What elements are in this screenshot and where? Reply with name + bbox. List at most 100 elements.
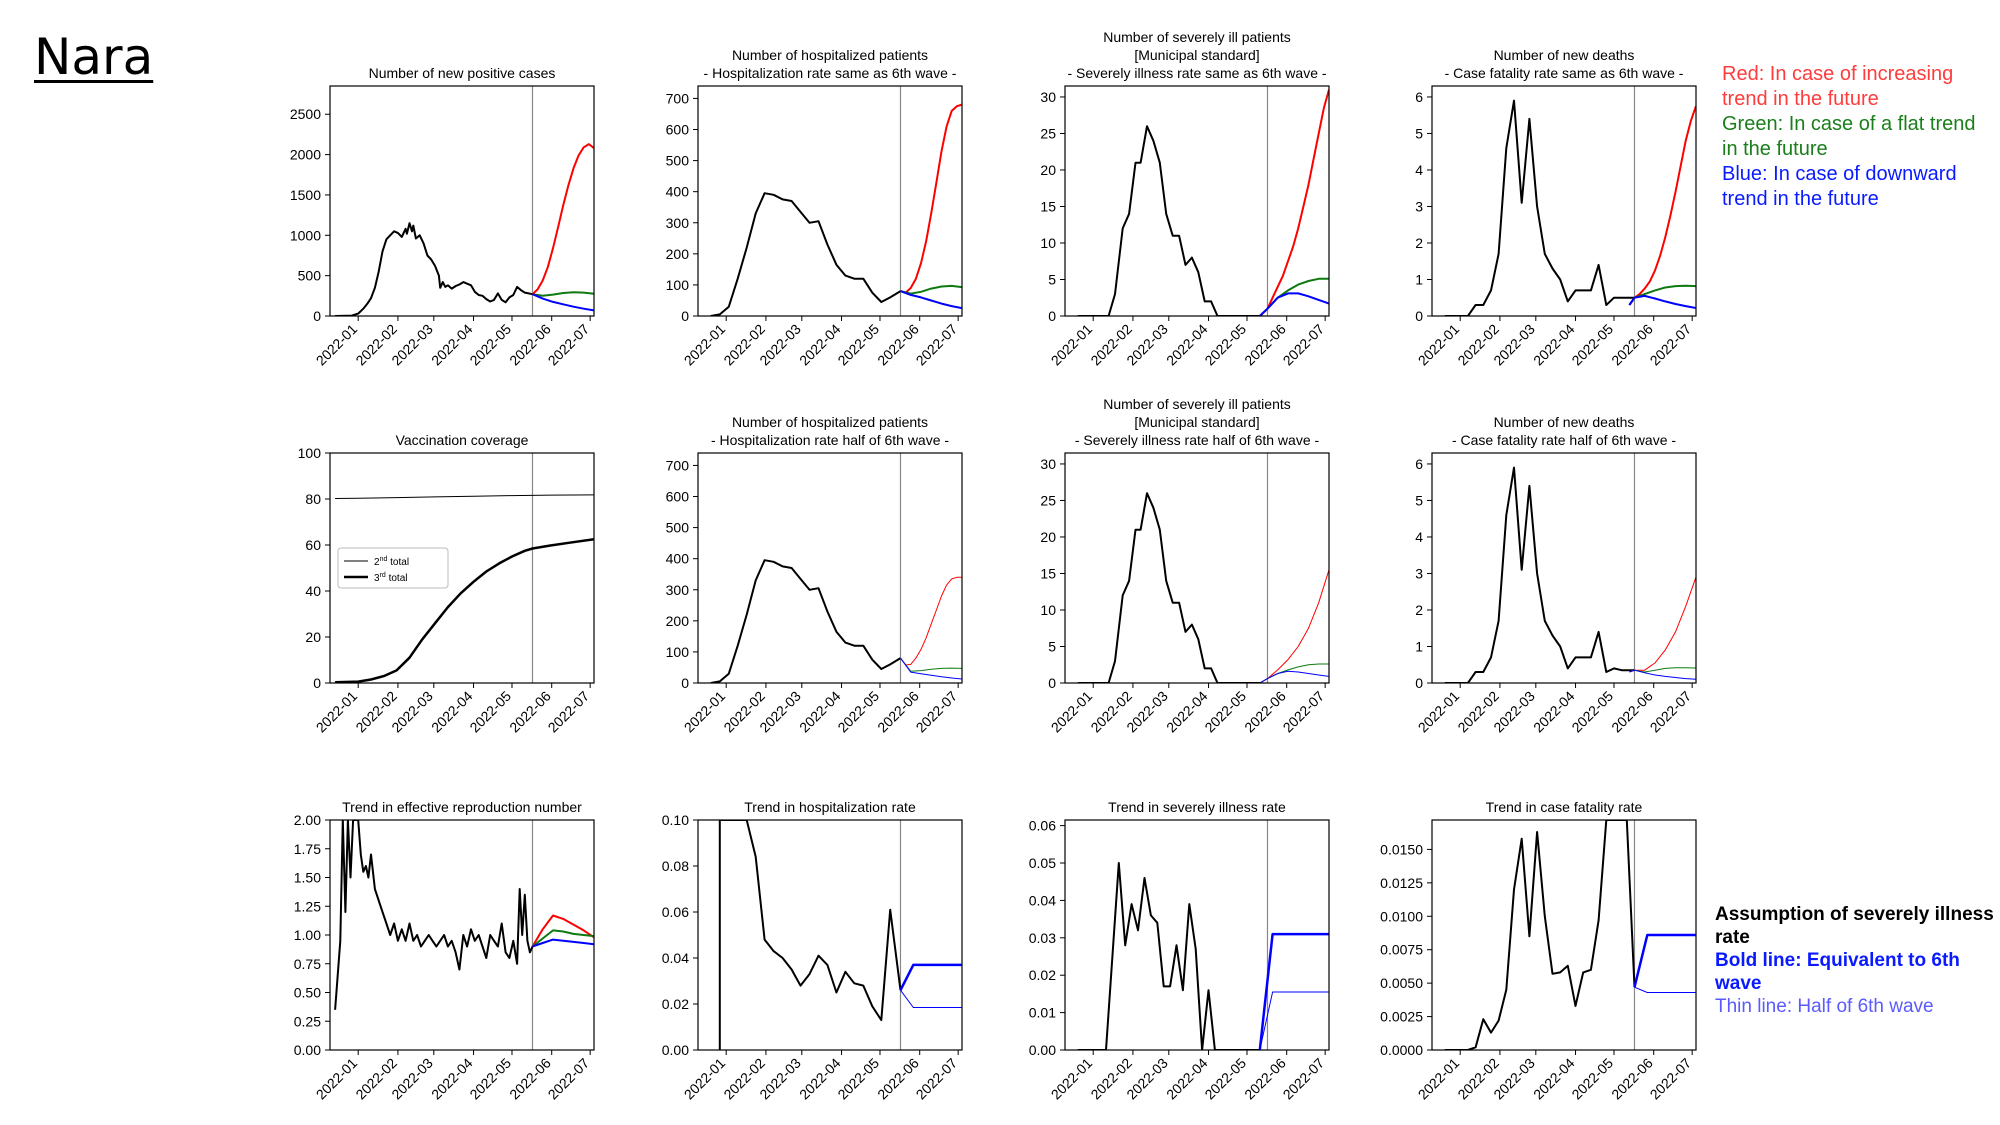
y-tick-label: 0: [1415, 675, 1423, 691]
x-tick-label: 2022-04: [1163, 1055, 1211, 1103]
y-tick-label: 1500: [290, 187, 321, 203]
y-tick-label: 700: [666, 90, 690, 106]
y-tick-label: 0.04: [1029, 892, 1056, 908]
y-tick-label: 0.25: [294, 1013, 321, 1029]
series-line-black-0: [710, 192, 902, 316]
x-tick-label: 2022-05: [834, 688, 882, 736]
assumption-legend: Assumption of severely illness rate Bold…: [1715, 903, 1995, 1018]
x-tick-label: 2022-06: [874, 321, 922, 369]
x-tick-label: 2022-04: [1530, 321, 1578, 369]
x-tick-label: 2022-07: [913, 321, 961, 369]
y-tick-label: 1: [1415, 638, 1423, 654]
chart-deaths-same: Number of new deaths - Case fatality rate…: [1415, 47, 1697, 369]
y-tick-label: 300: [666, 215, 690, 231]
series-line-red-1: [1629, 576, 1696, 673]
y-tick-label: 400: [666, 551, 690, 567]
y-tick-label: 3: [1415, 198, 1423, 214]
x-tick-label: 2022-06: [874, 688, 922, 736]
series-line-red-1: [1259, 569, 1329, 683]
chart-title: - Severely illness rate half of 6th wave…: [1075, 432, 1320, 448]
series-line-green-2: [532, 291, 594, 297]
x-tick-label: 2022-01: [1415, 321, 1463, 369]
series-line-blue-3: [900, 290, 962, 310]
legend-label: 2nd total: [374, 556, 409, 568]
x-tick-label: 2022-04: [796, 688, 844, 736]
y-tick-label: 1: [1415, 271, 1423, 287]
series-line-blue-2: [900, 989, 962, 1008]
y-tick-label: 2: [1415, 602, 1423, 618]
x-tick-label: 2022-06: [1241, 321, 1289, 369]
x-tick-label: 2022-05: [834, 321, 882, 369]
x-tick-label: 2022-01: [681, 321, 729, 369]
y-tick-label: 0.04: [662, 950, 689, 966]
chart-title: Trend in hospitalization rate: [744, 799, 916, 815]
series-line-blue-3: [900, 657, 962, 680]
y-tick-label: 0.06: [1029, 818, 1056, 834]
series-line-blue-3: [532, 293, 594, 312]
y-tick-label: 0.0000: [1380, 1042, 1423, 1058]
y-tick-label: 0.00: [1029, 1042, 1056, 1058]
plot-frame: [1431, 819, 1697, 1051]
legend-label: 3rd total: [374, 572, 407, 584]
chart-title: Number of new deaths: [1494, 47, 1635, 63]
series-line-green-2: [900, 657, 962, 672]
chart-severe-rate: Trend in severely illness rate 0.00 0.01 0.…: [1029, 799, 1330, 1103]
chart-title: Number of hospitalized patients: [732, 414, 928, 430]
series-line-2nd-total: [335, 494, 594, 499]
chart-title: [Municipal standard]: [1134, 414, 1259, 430]
series-line-blue-1: [899, 963, 962, 991]
series-line-blue-1: [1258, 932, 1329, 1050]
y-tick-label: 2: [1415, 235, 1423, 251]
y-tick-label: 4: [1415, 529, 1423, 545]
series-line-green-2: [531, 929, 594, 948]
chart-title: Number of new deaths: [1494, 414, 1635, 430]
x-tick-label: 2022-01: [313, 1055, 361, 1103]
y-tick-label: 0.0075: [1380, 942, 1423, 958]
series-line-black-0: [335, 222, 533, 316]
chart-hosp-rate: Trend in hospitalization rate 0.00 0.02 0.0…: [662, 799, 963, 1103]
x-tick-label: 2022-06: [506, 321, 554, 369]
chart-title: [Municipal standard]: [1134, 47, 1259, 63]
x-tick-label: 2022-07: [913, 688, 961, 736]
y-tick-label: 0.06: [662, 904, 689, 920]
chart-severe-same: Number of severely ill patients [Municipa…: [1040, 29, 1330, 369]
series-line-red-1: [531, 914, 594, 948]
x-tick-label: 2022-04: [796, 1055, 844, 1103]
y-tick-label: 600: [666, 489, 690, 505]
y-tick-label: 100: [666, 644, 690, 660]
x-tick-label: 2022-07: [1647, 1055, 1695, 1103]
y-tick-label: 10: [1040, 235, 1056, 251]
plot-frame: [697, 819, 963, 1051]
series-line-red-1: [531, 143, 594, 295]
x-tick-label: 2022-05: [1568, 1055, 1616, 1103]
y-tick-label: 20: [1040, 162, 1056, 178]
series-line-black-0: [1077, 862, 1260, 1050]
x-tick-label: 2022-07: [913, 1055, 961, 1103]
y-tick-label: 0.08: [662, 858, 689, 874]
plot-frame: [1064, 85, 1330, 317]
x-tick-label: 2022-01: [681, 1055, 729, 1103]
x-tick-label: 2022-07: [1280, 321, 1328, 369]
x-tick-label: 2022-01: [1048, 321, 1096, 369]
chart-title: Number of severely ill patients: [1103, 29, 1291, 45]
legend-green-text: Green: In case of a flat trend in the fu…: [1722, 113, 1976, 160]
assumption-heading: Assumption of severely illness rate: [1715, 904, 1994, 948]
legend-blue-text: Blue: In case of downward trend in the f…: [1722, 163, 1957, 210]
page-title: Nara: [34, 28, 154, 86]
x-tick-label: 2022-07: [545, 688, 593, 736]
x-tick-label: 2022-04: [1530, 1055, 1578, 1103]
x-tick-label: 2022-06: [1608, 1055, 1656, 1103]
series-line-black-0: [334, 820, 534, 1010]
y-tick-label: 0: [681, 675, 689, 691]
y-tick-label: 25: [1040, 492, 1056, 508]
chart-title: - Severely illness rate same as 6th wave…: [1067, 65, 1326, 81]
chart-title: - Hospitalization rate same as 6th wave …: [704, 65, 957, 81]
x-tick-label: 2022-06: [1608, 321, 1656, 369]
x-tick-label: 2022-05: [834, 1055, 882, 1103]
x-tick-label: 2022-05: [1201, 688, 1249, 736]
series-line-black-0: [1444, 99, 1635, 316]
y-tick-label: 0: [313, 675, 321, 691]
series-line-blue-3: [1628, 294, 1696, 309]
y-tick-label: 6: [1415, 89, 1423, 105]
series-line-blue-2: [1634, 986, 1696, 993]
